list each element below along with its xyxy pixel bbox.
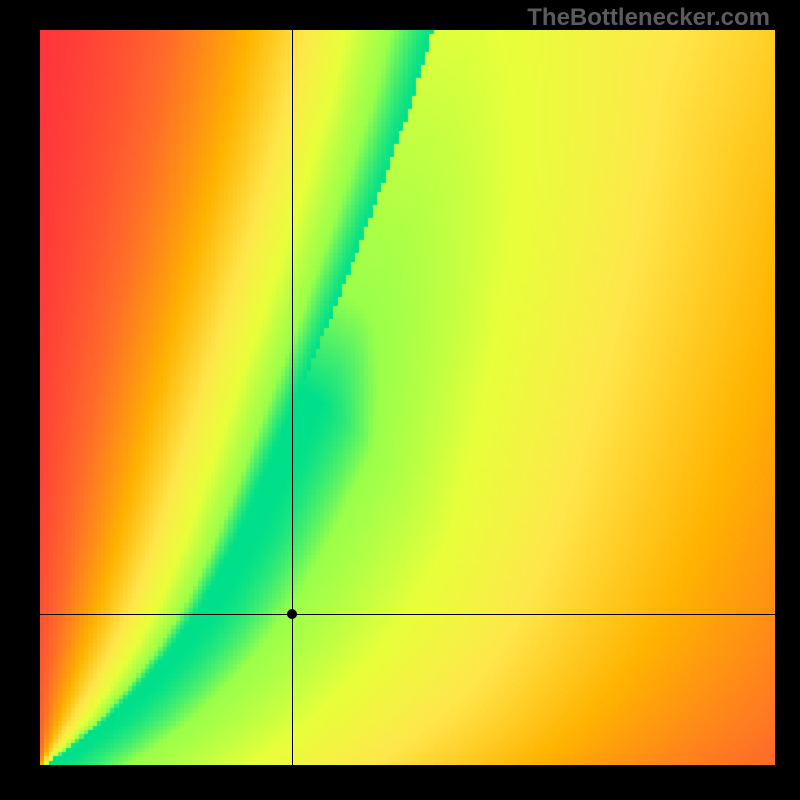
heatmap-canvas: [40, 30, 775, 765]
watermark-text: TheBottlenecker.com: [527, 4, 770, 32]
crosshair-horizontal: [40, 614, 775, 615]
plot-area: [40, 30, 775, 765]
chart-container: TheBottlenecker.com: [0, 0, 800, 800]
crosshair-vertical: [292, 30, 293, 765]
